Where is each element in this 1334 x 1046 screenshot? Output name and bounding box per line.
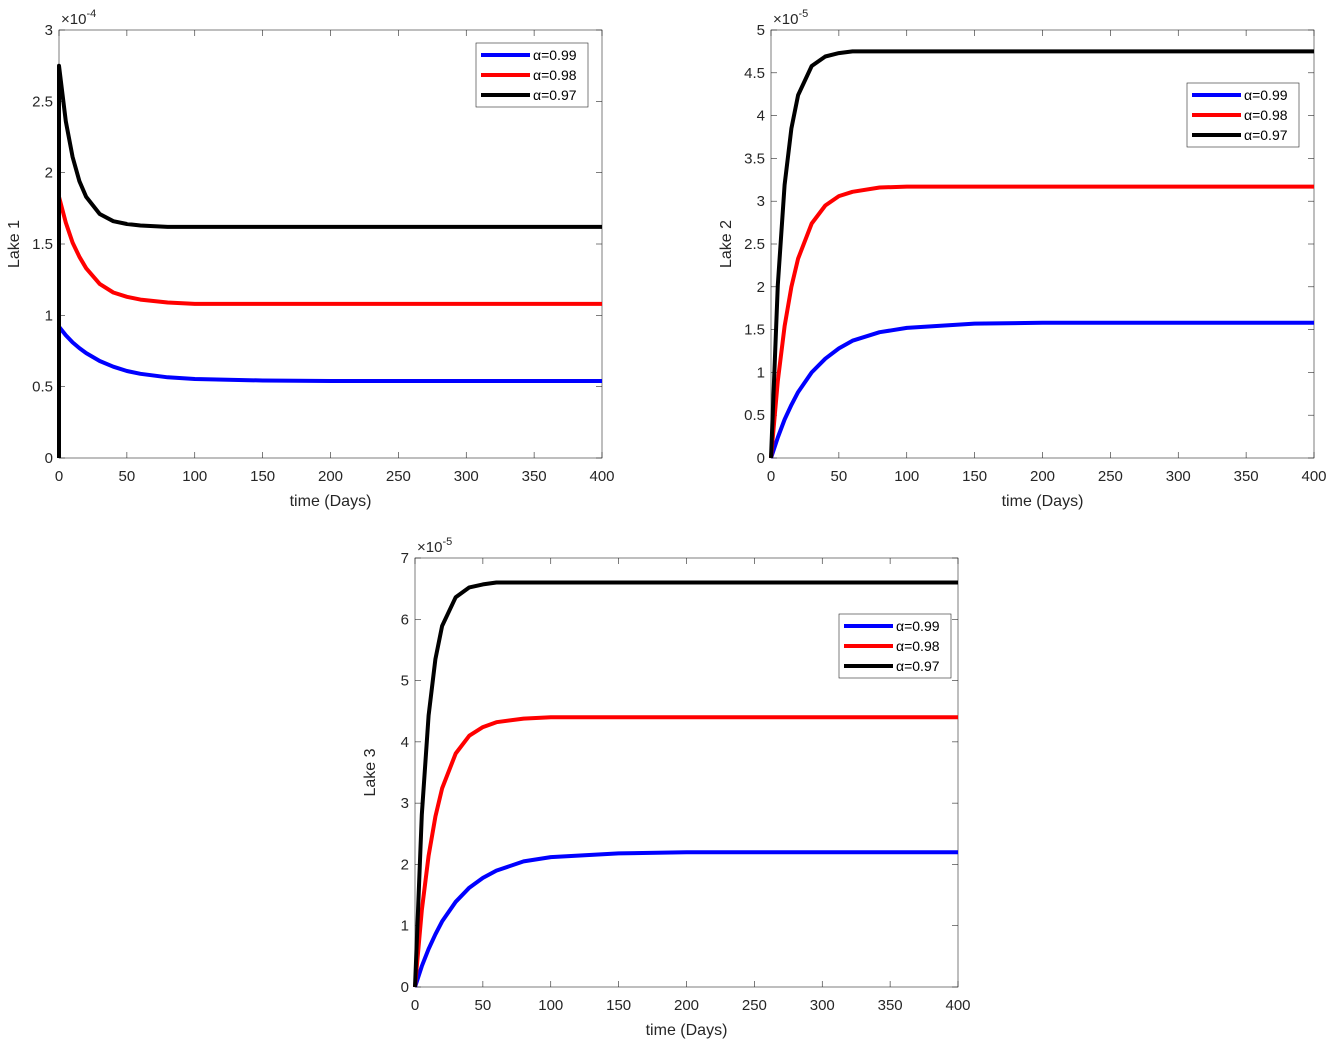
y-tick-label: 7 <box>401 550 409 567</box>
y-exponent-label: ×10-5 <box>417 536 452 556</box>
y-tick-label: 2.5 <box>744 236 765 253</box>
x-tick-label: 200 <box>318 468 343 485</box>
x-tick-label: 250 <box>1098 468 1123 485</box>
y-tick-label: 1.5 <box>32 236 53 253</box>
x-tick-label: 200 <box>1030 468 1055 485</box>
series-line-3 <box>769 49 1314 459</box>
y-tick-label: 0.5 <box>744 407 765 424</box>
x-tick-label: 250 <box>386 468 411 485</box>
x-axis-label: time (Days) <box>646 1022 728 1039</box>
x-axis-label: time (Days) <box>1002 493 1084 510</box>
y-tick-label: 5 <box>401 673 409 690</box>
y-tick-label: 3 <box>757 193 765 210</box>
series-line-3 <box>413 580 958 988</box>
x-tick-label: 350 <box>522 468 547 485</box>
x-tick-label: 400 <box>1301 468 1326 485</box>
x-tick-label: 400 <box>589 468 614 485</box>
y-tick-label: 5 <box>757 22 765 39</box>
y-tick-label: 4 <box>757 108 765 125</box>
x-tick-label: 100 <box>538 997 563 1014</box>
legend-label: α=0.98 <box>533 67 577 83</box>
x-tick-label: 150 <box>250 468 275 485</box>
legend-label: α=0.99 <box>896 618 940 634</box>
x-tick-label: 300 <box>454 468 479 485</box>
x-axis-label: time (Days) <box>290 493 372 510</box>
series-line-1 <box>57 324 602 458</box>
x-tick-label: 350 <box>1234 468 1259 485</box>
y-tick-label: 0 <box>757 450 765 467</box>
x-tick-label: 100 <box>894 468 919 485</box>
y-tick-label: 2 <box>45 165 53 182</box>
x-tick-label: 200 <box>674 997 699 1014</box>
legend-label: α=0.99 <box>1244 87 1288 103</box>
chart-2: 0 50 100 150 200 250 300 350 400 0 0.5 1 1.5 2 2.5 3 3.5… <box>718 8 1327 510</box>
chart-1: 0 50 100 150 200 250 300 350 400 0 0.5 1 1.5 2 2.5 3 ×10… <box>6 8 615 510</box>
y-axis-label: Lake 1 <box>6 220 23 268</box>
legend-label: α=0.97 <box>533 87 577 103</box>
x-tick-label: 50 <box>119 468 136 485</box>
x-tick-label: 350 <box>878 997 903 1014</box>
series-line-1 <box>769 320 1314 459</box>
legend: α=0.99 α=0.98 α=0.97 <box>1186 82 1300 148</box>
y-tick-label: 0 <box>401 979 409 996</box>
y-tick-label: 0.5 <box>32 379 53 396</box>
series-line-3 <box>57 63 602 458</box>
y-tick-label: 4 <box>401 734 409 751</box>
y-tick-label: 1 <box>45 307 53 324</box>
legend: α=0.99 α=0.98 α=0.97 <box>475 42 589 108</box>
series-line-2 <box>413 715 958 988</box>
series-line-1 <box>413 850 958 988</box>
legend-label: α=0.97 <box>1244 127 1288 143</box>
y-exponent-label: ×10-5 <box>773 8 808 28</box>
y-tick-label: 2.5 <box>32 93 53 110</box>
x-tick-label: 0 <box>55 468 63 485</box>
y-tick-label: 4.5 <box>744 65 765 82</box>
y-tick-label: 1 <box>401 918 409 935</box>
x-tick-label: 400 <box>945 997 970 1014</box>
x-tick-label: 250 <box>742 997 767 1014</box>
x-tick-label: 150 <box>606 997 631 1014</box>
y-tick-label: 6 <box>401 611 409 628</box>
y-tick-label: 0 <box>45 450 53 467</box>
legend-label: α=0.99 <box>533 47 577 63</box>
x-tick-label: 300 <box>1166 468 1191 485</box>
y-tick-label: 1 <box>757 364 765 381</box>
chart-3: 0 50 100 150 200 250 300 350 400 0 1 2 3 4 5 6 7 ×10-5 tim… <box>362 536 971 1039</box>
legend-label: α=0.98 <box>896 638 940 654</box>
legend: α=0.99 α=0.98 α=0.97 <box>838 613 952 679</box>
x-tick-label: 50 <box>475 997 492 1014</box>
y-tick-label: 2 <box>401 856 409 873</box>
y-tick-label: 2 <box>757 279 765 296</box>
legend-label: α=0.97 <box>896 658 940 674</box>
x-tick-label: 300 <box>810 997 835 1014</box>
y-exponent-label: ×10-4 <box>61 8 96 28</box>
series-line-2 <box>57 194 602 458</box>
x-tick-label: 50 <box>831 468 848 485</box>
x-tick-label: 0 <box>411 997 419 1014</box>
y-axis-label: Lake 2 <box>718 220 735 268</box>
y-tick-label: 3 <box>401 795 409 812</box>
x-tick-label: 0 <box>767 468 775 485</box>
y-axis-label: Lake 3 <box>362 748 379 796</box>
legend-label: α=0.98 <box>1244 107 1288 123</box>
y-tick-label: 3.5 <box>744 150 765 167</box>
x-tick-label: 150 <box>962 468 987 485</box>
y-tick-label: 1.5 <box>744 322 765 339</box>
series-line-2 <box>769 184 1314 459</box>
y-tick-label: 3 <box>45 22 53 39</box>
x-tick-label: 100 <box>182 468 207 485</box>
